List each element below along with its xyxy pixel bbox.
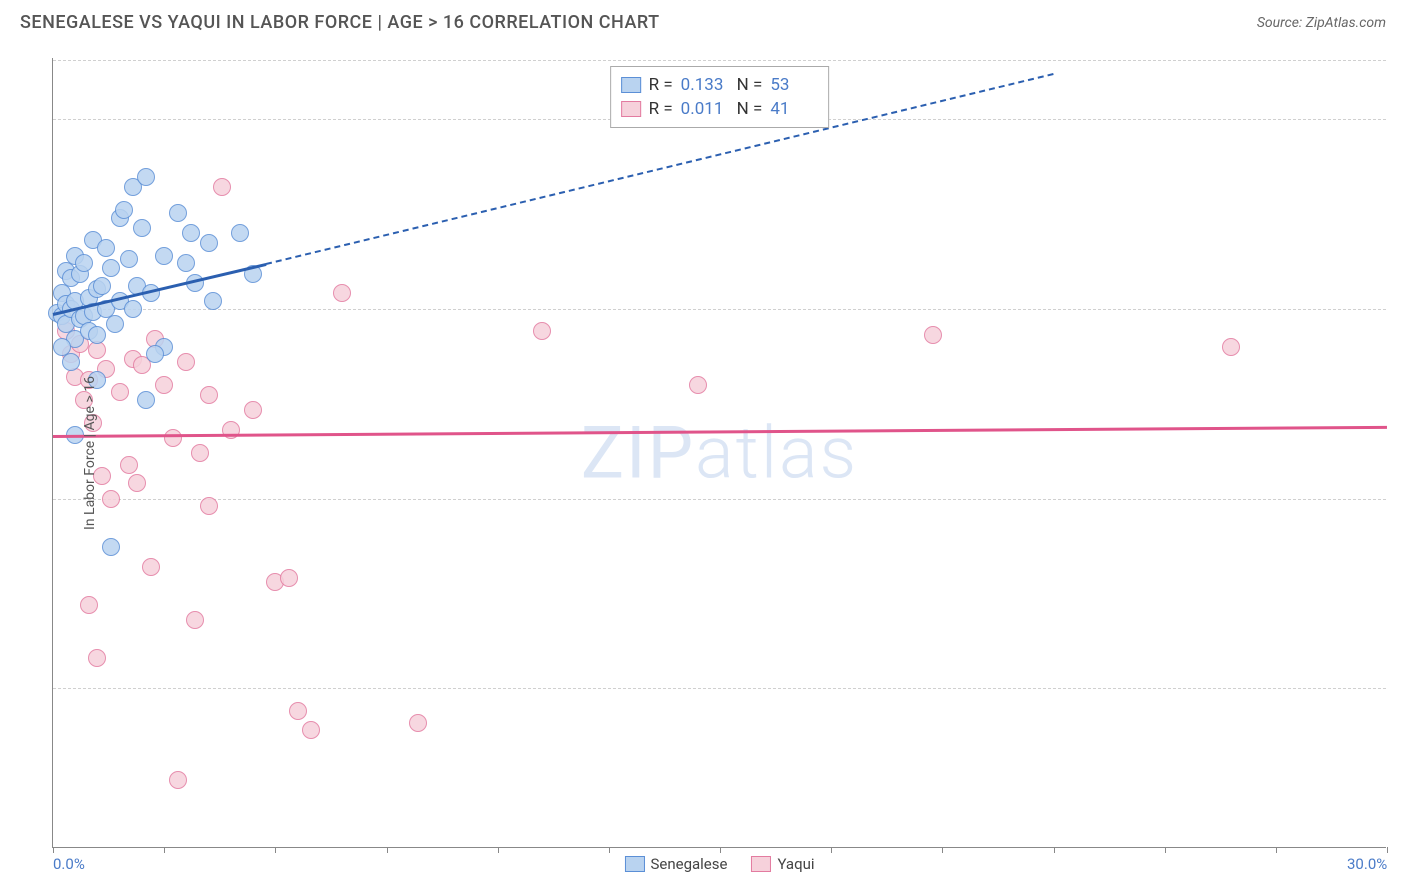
data-point-senegalese [169,204,187,222]
data-point-senegalese [133,219,151,237]
data-point-yaqui [213,178,231,196]
data-point-senegalese [200,234,218,252]
chart-title: SENEGALESE VS YAQUI IN LABOR FORCE | AGE… [20,12,660,33]
data-point-yaqui [164,429,182,447]
data-point-senegalese [182,224,200,242]
data-point-senegalese [88,326,106,344]
r-value-senegalese: 0.133 [681,75,729,95]
r-label: R = [649,75,673,95]
n-label: N = [737,99,763,119]
chart-container: ZIPatlas R = 0.133 N = 53 R = 0.011 N = … [52,58,1386,848]
legend-label: Yaqui [777,855,814,873]
data-point-yaqui [533,322,551,340]
data-point-yaqui [80,596,98,614]
data-point-senegalese [137,168,155,186]
x-tick-mark [1054,847,1055,853]
x-tick-mark [1276,847,1277,853]
plot-area: ZIPatlas R = 0.133 N = 53 R = 0.011 N = … [52,58,1386,848]
legend-item-yaqui: Yaqui [751,855,814,873]
gridline [53,309,1386,310]
x-tick-mark [498,847,499,853]
watermark: ZIPatlas [581,410,858,495]
x-tick-label: 0.0% [53,855,85,873]
x-tick-mark [275,847,276,853]
legend-item-senegalese: Senegalese [624,855,727,873]
x-tick-mark [942,847,943,853]
data-point-senegalese [62,353,80,371]
x-tick-mark [1165,847,1166,853]
swatch-senegalese [621,77,641,93]
x-tick-mark [831,847,832,853]
data-point-yaqui [200,386,218,404]
gridline [53,688,1386,689]
data-point-yaqui [142,558,160,576]
data-point-senegalese [97,239,115,257]
data-point-senegalese [231,224,249,242]
data-point-yaqui [409,714,427,732]
data-point-yaqui [128,474,146,492]
n-label: N = [737,75,763,95]
trend-line [53,426,1387,438]
n-value-yaqui: 41 [770,99,818,119]
data-point-yaqui [689,376,707,394]
legend-label: Senegalese [650,855,727,873]
x-tick-mark [720,847,721,853]
data-point-yaqui [289,702,307,720]
data-point-yaqui [200,497,218,515]
data-point-senegalese [53,338,71,356]
data-point-yaqui [177,353,195,371]
x-tick-mark [609,847,610,853]
x-tick-mark [164,847,165,853]
data-point-senegalese [115,201,133,219]
legend-row-senegalese: R = 0.133 N = 53 [621,73,819,97]
swatch-yaqui [751,856,771,872]
data-point-yaqui [169,771,187,789]
x-tick-mark [387,847,388,853]
data-point-yaqui [244,401,262,419]
data-point-yaqui [186,611,204,629]
data-point-senegalese [204,292,222,310]
y-axis-label: In Labor Force | Age > 16 [82,376,98,530]
data-point-yaqui [88,649,106,667]
source-attribution: Source: ZipAtlas.com [1257,15,1386,31]
swatch-yaqui [621,101,641,117]
r-value-yaqui: 0.011 [681,99,729,119]
x-tick-mark [1387,847,1388,853]
data-point-senegalese [102,538,120,556]
data-point-senegalese [106,315,124,333]
data-point-yaqui [155,376,173,394]
data-point-yaqui [111,383,129,401]
data-point-senegalese [102,259,120,277]
data-point-yaqui [120,456,138,474]
data-point-senegalese [120,250,138,268]
swatch-senegalese [624,856,644,872]
data-point-senegalese [146,345,164,363]
x-tick-mark [53,847,54,853]
bottom-legend: Senegalese Yaqui [624,855,814,873]
data-point-senegalese [124,300,142,318]
n-value-senegalese: 53 [770,75,818,95]
data-point-yaqui [1222,338,1240,356]
correlation-legend: R = 0.133 N = 53 R = 0.011 N = 41 [610,66,830,128]
data-point-yaqui [102,490,120,508]
data-point-yaqui [924,326,942,344]
legend-row-yaqui: R = 0.011 N = 41 [621,97,819,121]
r-label: R = [649,99,673,119]
data-point-yaqui [333,284,351,302]
data-point-yaqui [280,569,298,587]
x-tick-label: 30.0% [1347,855,1387,873]
data-point-senegalese [155,247,173,265]
gridline [53,499,1386,500]
data-point-senegalese [75,254,93,272]
data-point-yaqui [191,444,209,462]
data-point-senegalese [93,277,111,295]
data-point-senegalese [137,391,155,409]
data-point-senegalese [177,254,195,272]
data-point-yaqui [302,721,320,739]
